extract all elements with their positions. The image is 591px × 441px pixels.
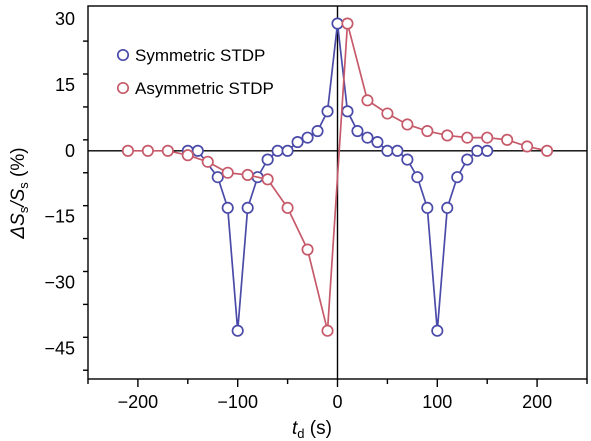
legend-label-asymmetric: Asymmetric STDP	[135, 79, 274, 98]
asymmetric-point	[121, 144, 134, 157]
symmetric-point	[241, 201, 254, 214]
asymmetric-point	[361, 94, 374, 107]
x-tick-label: 200	[522, 392, 552, 412]
asymmetric-point	[441, 129, 454, 142]
symmetric-point	[391, 144, 404, 157]
asymmetric-point	[181, 149, 194, 162]
y-axis-label-unit: (%)	[8, 147, 29, 182]
asymmetric-point	[301, 243, 314, 256]
x-axis-label: td (s)	[292, 418, 332, 441]
symmetric-point	[281, 144, 294, 157]
x-axis-label-main: t	[292, 418, 298, 439]
x-axis-title: td (s)	[292, 418, 332, 441]
legend-marker-symmetric	[116, 48, 130, 62]
symmetric-point	[211, 171, 224, 184]
asymmetric-point	[381, 107, 394, 120]
symmetric-point	[481, 144, 494, 157]
symmetric-series	[181, 17, 494, 337]
asymmetric-point	[501, 133, 514, 146]
y-tick-label: −30	[44, 272, 75, 292]
y-tick-label: −45	[44, 338, 75, 358]
symmetric-point	[381, 144, 394, 157]
asymmetric-point	[461, 131, 474, 144]
symmetric-point	[321, 105, 334, 118]
asymmetric-point	[321, 324, 334, 337]
asymmetric-point	[241, 168, 254, 181]
y-axis-label-sub2: s	[16, 182, 31, 189]
symmetric-point	[351, 125, 364, 138]
asymmetric-point	[421, 125, 434, 138]
asymmetric-point	[261, 173, 274, 186]
symmetric-line	[187, 22, 488, 332]
legend-label-symmetric: Symmetric STDP	[135, 46, 265, 65]
symmetric-point	[191, 144, 204, 157]
symmetric-point	[371, 135, 384, 149]
y-axis-label: ΔSs/Ss (%)	[8, 147, 31, 239]
symmetric-point	[431, 324, 444, 337]
symmetric-point	[441, 201, 454, 214]
y-axis-title: ΔSs/Ss (%)	[8, 147, 31, 239]
symmetric-point	[311, 125, 324, 138]
asymmetric-point	[201, 155, 214, 168]
symmetric-point	[401, 153, 414, 166]
y-tick-label: 30	[55, 9, 75, 29]
asymmetric-point	[221, 166, 234, 179]
y-tick-label: 0	[65, 141, 75, 161]
x-axis-ticks: −200 −100 0 100 200	[87, 379, 588, 412]
asymmetric-point	[521, 140, 534, 153]
asymmetric-point	[141, 144, 154, 157]
asymmetric-point	[161, 144, 174, 157]
asymmetric-line	[127, 22, 548, 332]
asymmetric-point	[541, 144, 554, 157]
symmetric-point	[471, 144, 484, 157]
symmetric-point	[421, 201, 434, 214]
symmetric-point	[291, 135, 304, 149]
y-axis-label-slash: /S	[8, 188, 29, 208]
x-axis-label-sub: d	[297, 426, 304, 441]
symmetric-point	[231, 324, 244, 337]
asymmetric-point	[401, 118, 414, 131]
symmetric-point	[451, 171, 464, 184]
y-axis-ticks: 30 15 0 −15 −30 −45	[44, 9, 88, 371]
asymmetric-point	[281, 201, 294, 214]
asymmetric-point	[481, 131, 494, 144]
symmetric-point	[461, 153, 474, 166]
x-tick-label: −200	[118, 392, 159, 412]
y-axis-label-delta: ΔS	[8, 213, 29, 240]
legend-marker-asymmetric	[116, 81, 130, 95]
asymmetric-series	[121, 17, 554, 337]
y-tick-label: 15	[55, 75, 75, 95]
x-tick-label: 100	[422, 392, 452, 412]
symmetric-point	[341, 105, 354, 118]
x-axis-label-unit: (s)	[305, 418, 332, 439]
symmetric-point	[221, 201, 234, 214]
symmetric-point	[331, 17, 344, 30]
legend: Symmetric STDP Asymmetric STDP	[116, 46, 274, 98]
x-tick-label: −100	[217, 392, 258, 412]
symmetric-point	[411, 171, 424, 184]
symmetric-point	[271, 144, 284, 157]
y-axis-label-sub1: s	[16, 206, 31, 213]
x-tick-label: 0	[332, 392, 342, 412]
asymmetric-point	[341, 17, 354, 30]
symmetric-point	[301, 131, 314, 144]
symmetric-point	[361, 131, 374, 144]
y-tick-label: −15	[44, 207, 75, 227]
symmetric-point	[261, 153, 274, 166]
data-series-layer	[121, 17, 554, 337]
